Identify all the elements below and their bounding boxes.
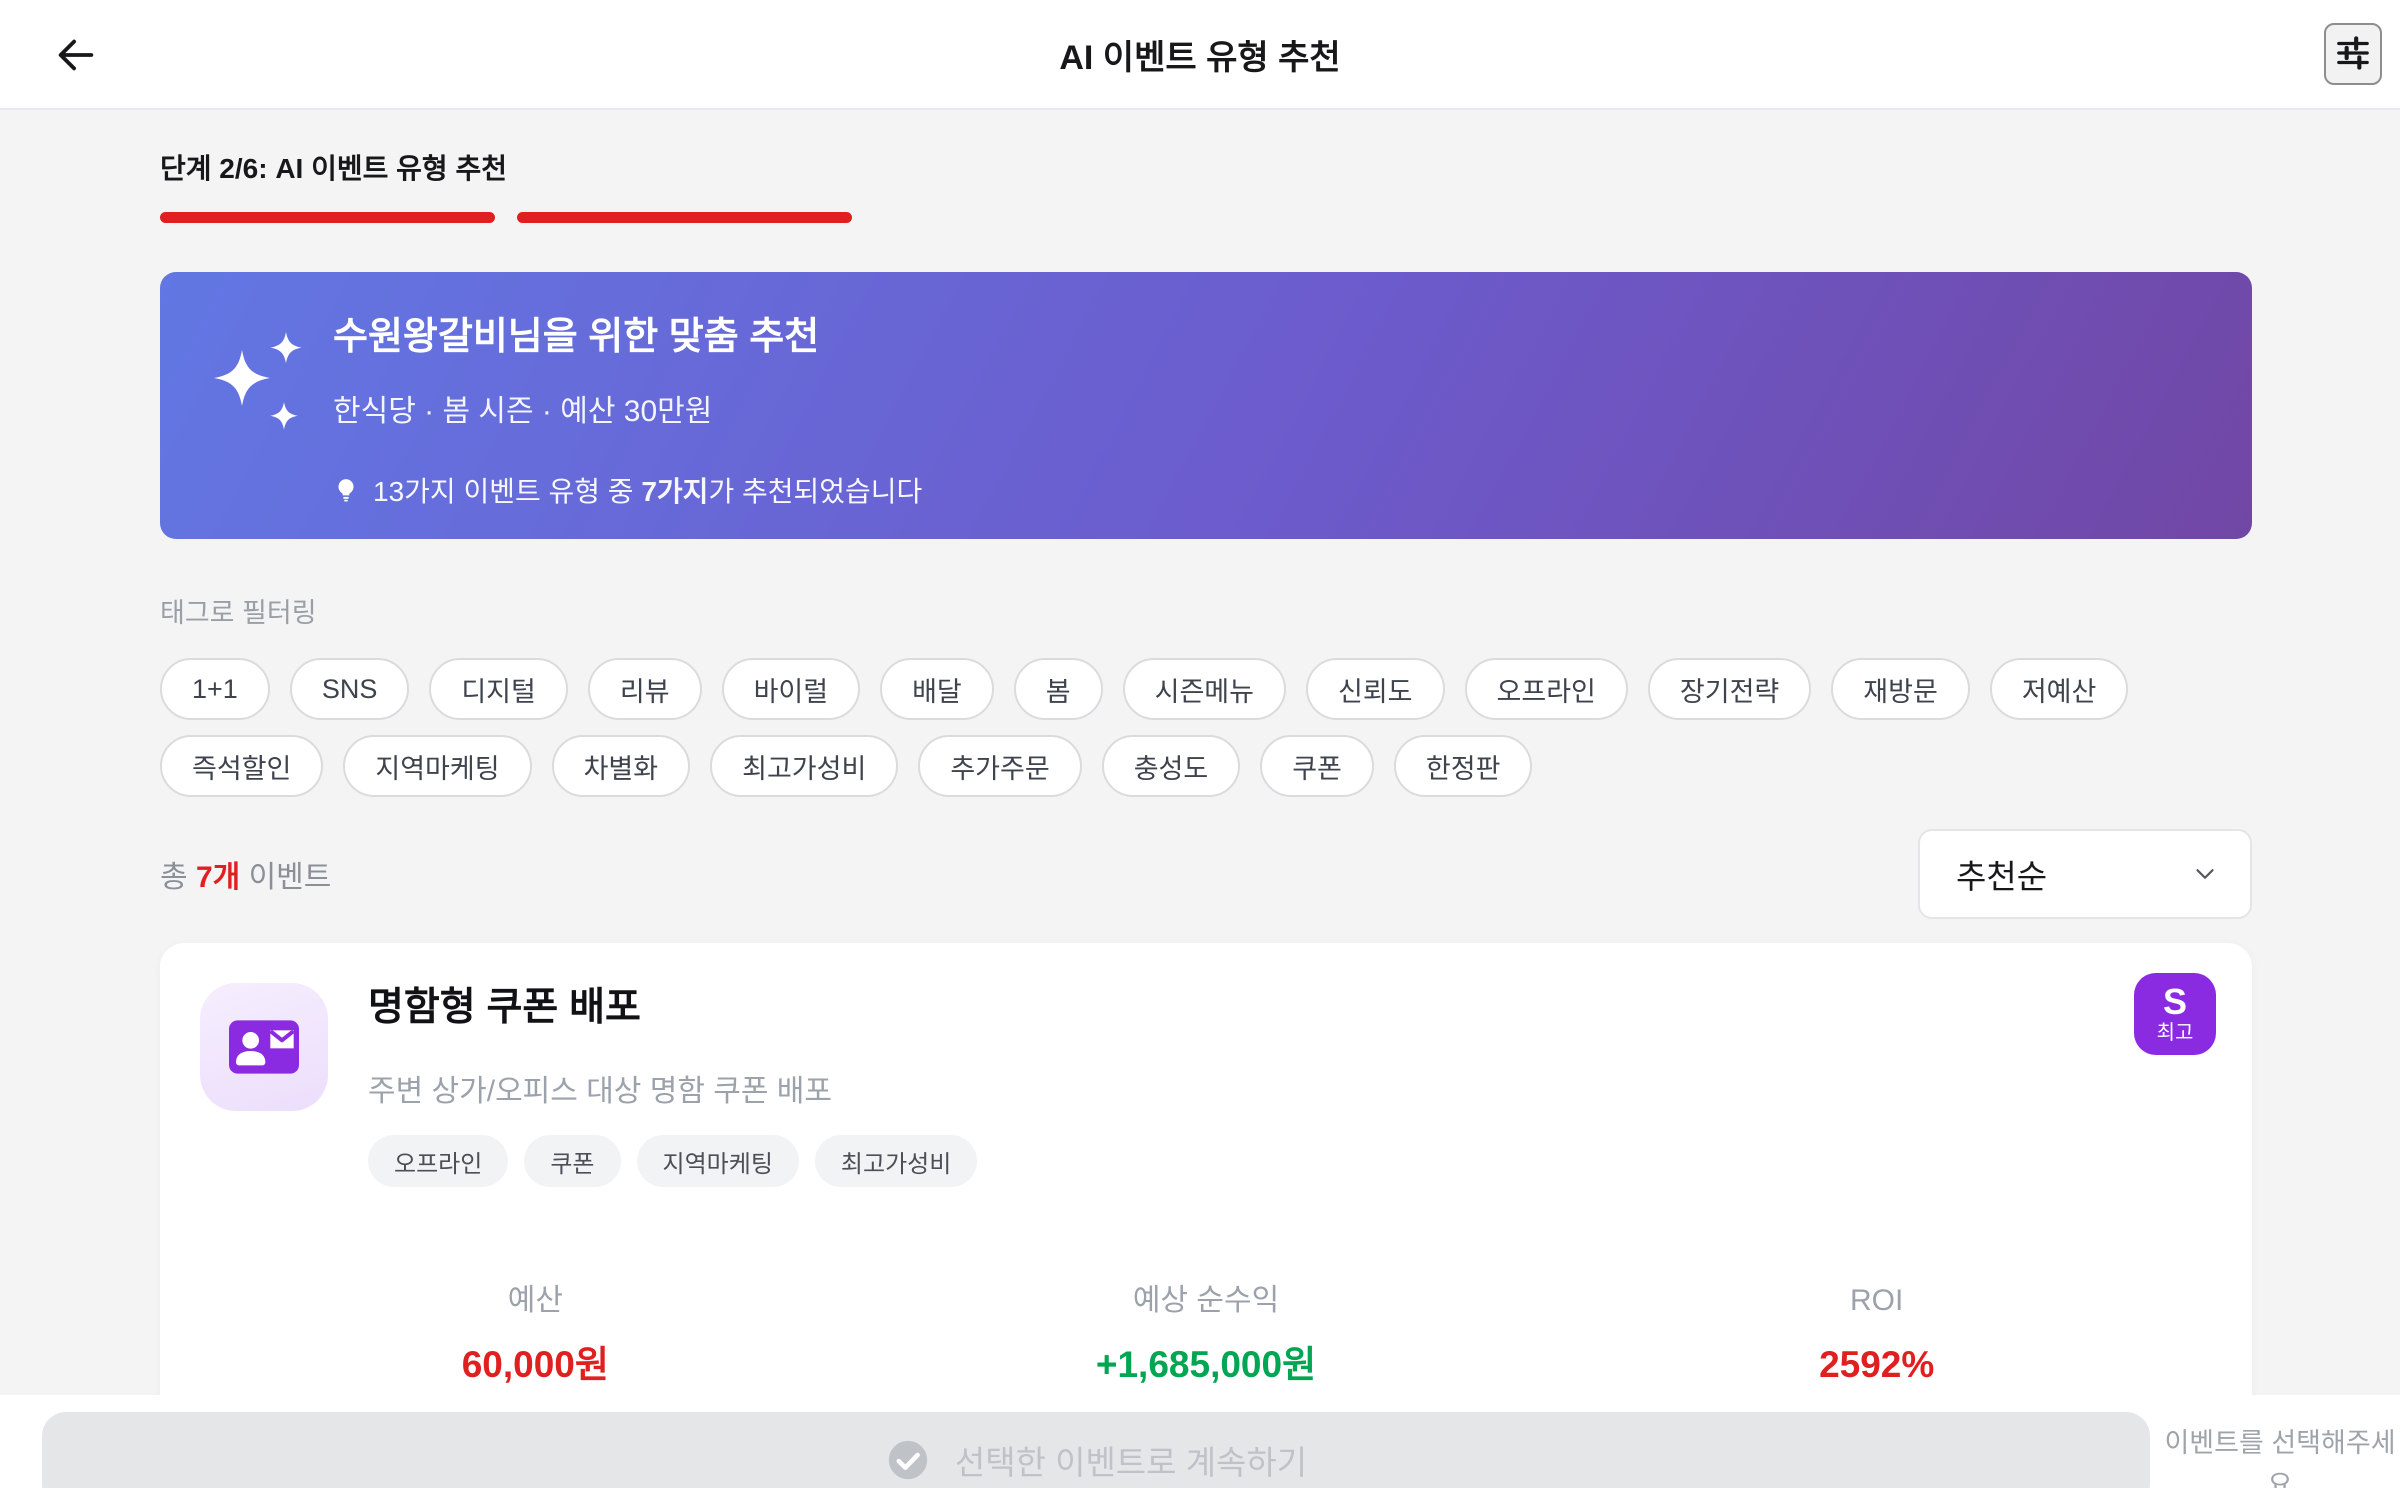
filter-chip[interactable]: 배달	[880, 658, 994, 720]
event-card[interactable]: 명함형 쿠폰 배포 주변 상가/오피스 대상 명함 쿠폰 배포 오프라인 쿠폰 …	[160, 943, 2252, 1463]
event-card-body: 명함형 쿠폰 배포 주변 상가/오피스 대상 명함 쿠폰 배포 오프라인 쿠폰 …	[368, 983, 978, 1187]
grade-label: 최고	[2156, 1022, 2194, 1044]
filter-chip[interactable]: 지역마케팅	[343, 735, 532, 797]
filter-chip[interactable]: 저예산	[1989, 658, 2129, 720]
event-tag: 쿠폰	[524, 1135, 621, 1187]
step-label: 단계 2/6: AI 이벤트 유형 추천	[160, 153, 507, 184]
filter-chip[interactable]: 최고가성비	[710, 735, 899, 797]
event-description: 주변 상가/오피스 대상 명함 쿠폰 배포	[368, 1075, 833, 1108]
stat-block: ROI 2592%	[1541, 1283, 2212, 1387]
event-stats: 예산 60,000원 예상 순수익 +1,685,000원 ROI 2592%	[200, 1283, 2212, 1387]
progress-segment	[517, 212, 852, 223]
check-circle-icon	[885, 1437, 931, 1483]
contact-card-mail-icon	[224, 1007, 304, 1087]
stat-value: 60,000원	[461, 1344, 609, 1385]
sliders-icon	[2334, 34, 2372, 75]
filter-chip[interactable]: 바이럴	[721, 658, 861, 720]
page-title: AI 이벤트 유형 추천	[1059, 38, 1341, 77]
footer-bar: 선택한 이벤트로 계속하기 이벤트를 선택해주세요	[0, 1395, 2400, 1488]
filter-chip[interactable]: 시즌메뉴	[1122, 658, 1286, 720]
filter-chip[interactable]: 오프라인	[1464, 658, 1628, 720]
filter-chip[interactable]: 봄	[1013, 658, 1103, 720]
event-icon-box	[200, 983, 328, 1111]
event-tag-list: 오프라인 쿠폰 지역마케팅 최고가성비	[368, 1135, 978, 1187]
stat-label: 예산	[507, 1284, 563, 1317]
filter-chip[interactable]: 1+1	[160, 658, 270, 720]
stat-block: 예산 60,000원	[200, 1283, 871, 1387]
arrow-left-icon	[53, 32, 99, 81]
banner-subtitle: 한식당 · 봄 시즌 · 예산 30만원	[333, 395, 713, 428]
selection-hint: 이벤트를 선택해주세요	[2164, 1428, 2396, 1488]
banner-note-text: 13가지 이벤트 유형 중 7가지가 추천되었습니다	[373, 476, 923, 507]
progress-track	[160, 212, 2252, 223]
banner-text: 수원왕갈비님을 위한 맞춤 추천 한식당 · 봄 시즌 · 예산 30만원 13…	[333, 314, 922, 507]
event-card-head: 명함형 쿠폰 배포 주변 상가/오피스 대상 명함 쿠폰 배포 오프라인 쿠폰 …	[200, 983, 2212, 1187]
continue-button[interactable]: 선택한 이벤트로 계속하기	[42, 1412, 2150, 1488]
banner-title: 수원왕갈비님을 위한 맞춤 추천	[333, 316, 820, 358]
sort-value: 추천순	[1956, 858, 2048, 895]
event-tag: 지역마케팅	[636, 1135, 799, 1187]
stat-value: 2592%	[1819, 1344, 1935, 1385]
header: AI 이벤트 유형 추천	[0, 0, 2400, 110]
grade-letter: S	[2162, 981, 2187, 1022]
list-header: 총 7개 이벤트 추천순	[160, 829, 2252, 919]
event-tag: 오프라인	[368, 1135, 509, 1187]
stat-label: ROI	[1850, 1284, 1904, 1317]
main-content: 단계 2/6: AI 이벤트 유형 추천 수원왕갈비님을 위한 맞춤 추천 한식…	[0, 110, 2400, 1463]
chevron-down-icon	[2190, 859, 2220, 889]
filter-chip[interactable]: 장기전략	[1647, 658, 1812, 720]
filter-chip[interactable]: 충성도	[1101, 735, 1241, 797]
filter-chip[interactable]: 쿠폰	[1260, 735, 1374, 797]
event-title: 명함형 쿠폰 배포	[368, 986, 641, 1029]
sparkles-icon	[208, 314, 333, 497]
grade-badge: S 최고	[2134, 973, 2216, 1055]
lightbulb-icon	[333, 477, 359, 503]
filter-chip[interactable]: SNS	[289, 658, 410, 720]
filter-chip[interactable]: 신뢰도	[1306, 658, 1445, 720]
back-button[interactable]	[44, 24, 108, 88]
progress-segment	[160, 212, 495, 223]
filter-chip[interactable]: 재방문	[1831, 658, 1970, 720]
filter-chip[interactable]: 리뷰	[587, 658, 702, 720]
filter-chip[interactable]: 추가주문	[918, 735, 1082, 797]
filter-chip-list: 1+1 SNS 디지털 리뷰 바이럴 배달 봄 시즌메뉴 신뢰도 오프라인 장기…	[160, 658, 2160, 797]
event-count: 총 7개 이벤트	[160, 861, 332, 894]
filter-chip[interactable]: 디지털	[429, 658, 568, 720]
sort-dropdown[interactable]: 추천순	[1918, 829, 2252, 919]
continue-button-label: 선택한 이벤트로 계속하기	[954, 1444, 1308, 1481]
stat-label: 예상 순수익	[1132, 1284, 1280, 1317]
banner-note: 13가지 이벤트 유형 중 7가지가 추천되었습니다	[333, 470, 922, 510]
filter-chip[interactable]: 차별화	[551, 735, 691, 797]
filter-chip[interactable]: 한정판	[1393, 735, 1533, 797]
stat-value: +1,685,000원	[1095, 1344, 1317, 1385]
filter-chip[interactable]: 즉석할인	[160, 735, 324, 797]
recommendation-banner: 수원왕갈비님을 위한 맞춤 추천 한식당 · 봄 시즌 · 예산 30만원 13…	[160, 272, 2252, 539]
filter-label: 태그로 필터링	[160, 598, 317, 628]
event-tag: 최고가성비	[814, 1135, 978, 1187]
filter-settings-button[interactable]	[2324, 23, 2382, 85]
stat-block: 예상 순수익 +1,685,000원	[871, 1283, 1542, 1387]
banner-note-count: 7가지	[641, 476, 709, 507]
event-count-number: 7개	[195, 861, 241, 894]
